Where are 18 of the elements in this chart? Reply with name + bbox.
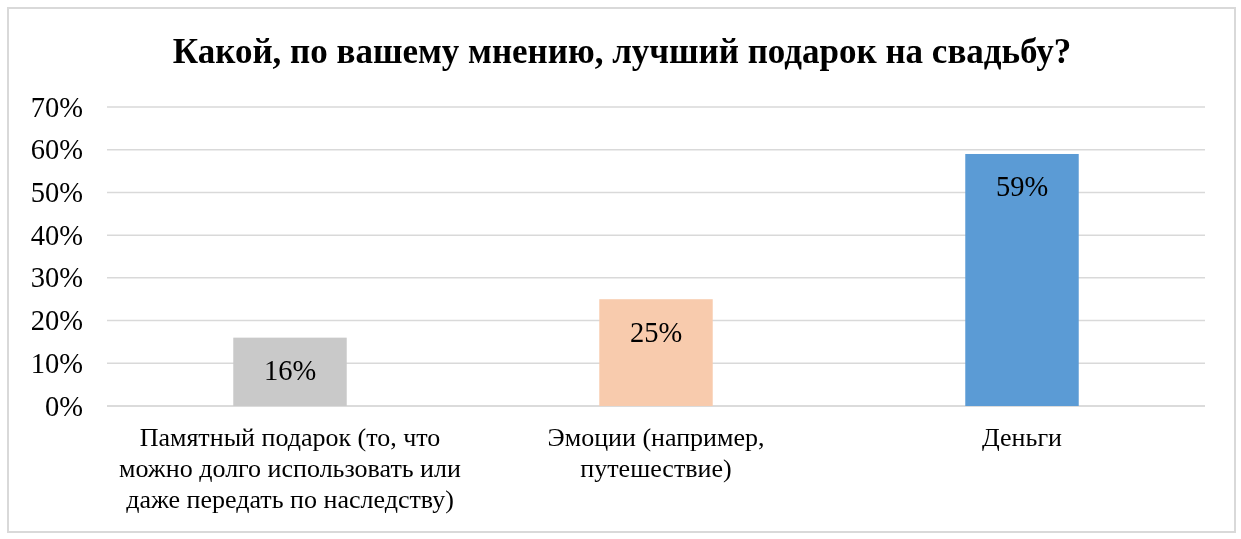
y-tick-label: 70% xyxy=(30,91,83,123)
data-label: 16% xyxy=(263,355,317,387)
x-tick-label: Памятный подарок (то, что можно долго использовать или даже передать по наследству) xyxy=(119,423,462,514)
y-tick-label: 0% xyxy=(45,390,83,422)
x-tick-label: Деньги xyxy=(982,423,1063,452)
x-tick-label: Эмоции (например, путешествие) xyxy=(547,423,765,483)
y-tick-label: 50% xyxy=(30,176,83,208)
y-tick-label: 10% xyxy=(30,347,83,379)
bar xyxy=(233,337,347,406)
data-label: 59% xyxy=(995,171,1049,203)
y-tick-label: 60% xyxy=(30,134,83,166)
chart-title: Какой, по вашему мнению, лучший подарок на свадьбу? xyxy=(172,32,1072,71)
y-tick-label: 40% xyxy=(30,219,83,251)
bar xyxy=(599,299,713,406)
bar xyxy=(965,153,1079,406)
y-tick-label: 30% xyxy=(30,262,83,294)
y-tick-label: 20% xyxy=(30,305,83,337)
data-label: 25% xyxy=(629,316,683,348)
